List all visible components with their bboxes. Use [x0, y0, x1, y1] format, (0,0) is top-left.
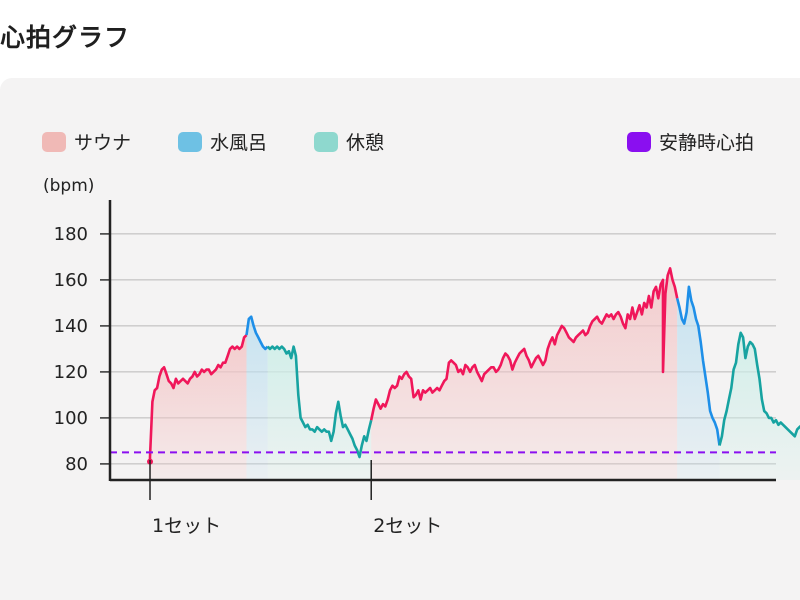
legend-label-sauna: サウナ	[74, 132, 132, 154]
set-marker-label: 1セット	[152, 515, 221, 537]
cold-line	[245, 315, 269, 351]
rest-line	[266, 345, 373, 459]
rest-area	[719, 332, 800, 480]
y-tick-label: 140	[54, 316, 88, 337]
y-tick-label: 80	[65, 454, 88, 475]
legend-swatch-cold-bath	[178, 131, 202, 152]
y-axis-unit-label: (bpm)	[43, 176, 95, 196]
y-tick-label: 120	[54, 362, 88, 383]
sauna-area	[371, 268, 678, 480]
sauna-line	[148, 334, 248, 462]
y-tick-label: 180	[54, 224, 88, 245]
legend-item-cold-bath: 水風呂	[178, 128, 267, 155]
legend: サウナ 水風呂 休憩 安静時心拍	[0, 128, 800, 158]
legend-swatch-sauna	[42, 131, 66, 152]
sauna-area	[150, 335, 247, 480]
set-marker-label: 2セット	[373, 515, 442, 537]
rest-area	[267, 346, 372, 480]
legend-label-resting-hr: 安静時心拍	[659, 132, 755, 154]
page-title: 心拍グラフ	[0, 23, 131, 52]
legend-swatch-rest	[314, 131, 338, 152]
sauna-line	[369, 267, 679, 421]
cold-area	[246, 316, 268, 480]
legend-label-cold-bath: 水風呂	[210, 132, 268, 154]
rest-line	[718, 331, 800, 446]
cold-area	[677, 286, 720, 480]
cold-line	[675, 285, 721, 446]
legend-item-rest: 休憩	[314, 128, 384, 155]
legend-swatch-resting-hr	[627, 131, 651, 152]
legend-label-rest: 休憩	[346, 132, 385, 154]
legend-item-sauna: サウナ	[42, 128, 131, 155]
y-tick-label: 100	[54, 408, 88, 429]
legend-item-resting-hr: 安静時心拍	[627, 128, 754, 155]
y-tick-label: 160	[54, 270, 88, 291]
